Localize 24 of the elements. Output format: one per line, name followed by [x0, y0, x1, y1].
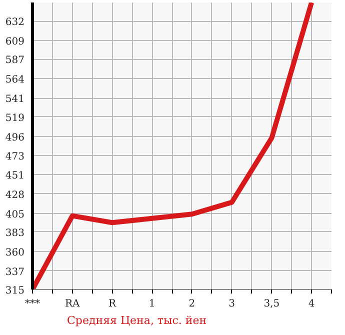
y-tick-label: 405	[5, 209, 25, 220]
text: Средняя Цена, тыс. йен	[67, 314, 207, 327]
x-tick-label: 1	[148, 298, 156, 310]
x-tick-label: 2	[188, 298, 196, 310]
y-tick-label: 360	[5, 247, 25, 258]
x-tick-label: 3	[228, 298, 236, 310]
x-tick-label: 4	[308, 298, 315, 310]
y-tick-label: 473	[5, 152, 25, 163]
y-tick-label: 609	[5, 36, 25, 48]
x-tick-label: ***	[25, 298, 40, 310]
x-tick-label: 3,5	[264, 298, 280, 310]
y-tick-label: 428	[5, 190, 25, 201]
x-tick-label: R	[108, 298, 116, 310]
y-tick-label: 383	[5, 228, 25, 239]
y-tick-label: 337	[5, 266, 25, 278]
x-tick-label: RA	[64, 298, 81, 310]
y-tick-label: 315	[5, 286, 25, 296]
y-tick-label: 564	[5, 74, 25, 86]
y-tick-label: 541	[5, 94, 25, 106]
y-tick-label: 632	[5, 17, 25, 28]
y-tick-label: 587	[5, 55, 25, 66]
y-tick-label: 519	[5, 112, 25, 124]
y-tick-label: 496	[5, 132, 25, 144]
y-tick-label: 451	[5, 170, 25, 182]
